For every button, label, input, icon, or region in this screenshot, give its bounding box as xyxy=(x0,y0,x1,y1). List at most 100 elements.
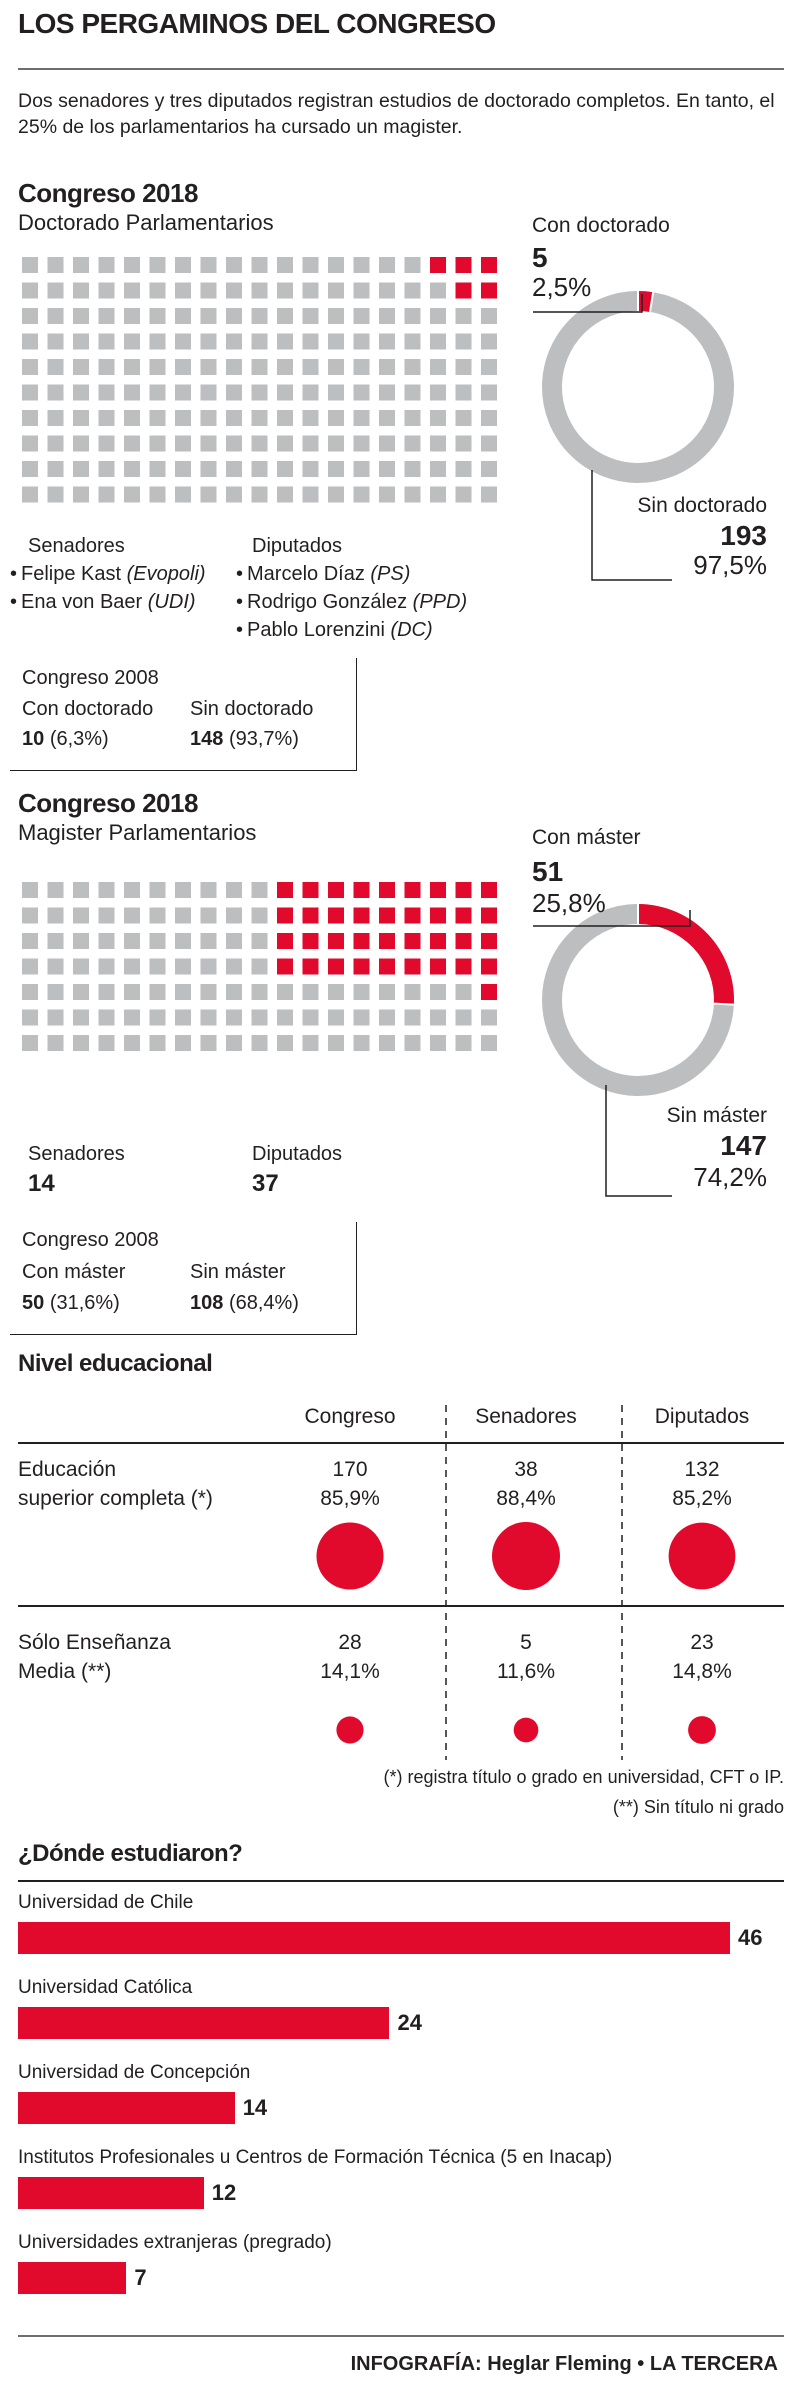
magister-waffle-cell xyxy=(73,882,89,898)
magister-waffle-cell xyxy=(200,933,217,949)
doctorado-waffle-cell xyxy=(98,308,115,324)
doctorado-waffle-cell xyxy=(226,257,242,273)
doctorado-waffle-cell xyxy=(22,282,38,299)
magister-2008-yes-label: Con máster xyxy=(22,1261,126,1283)
doctorado-waffle-cell xyxy=(47,257,64,273)
magister-waffle-highlight-cell xyxy=(328,933,344,949)
doctorado-waffle-cell xyxy=(430,333,446,350)
magister-yes-label: Con máster xyxy=(532,826,641,849)
magister-waffle-cell xyxy=(226,1009,242,1026)
doctorado-waffle-cell xyxy=(22,257,38,273)
nivel-r2-c1-pct: 14,1% xyxy=(320,1660,380,1683)
magister-waffle-cell xyxy=(175,1035,191,1051)
bar-category-label: Universidades extranjeras (pregrado) xyxy=(18,2232,332,2253)
doctorado-waffle-cell xyxy=(277,333,293,350)
doctorado-waffle-cell xyxy=(175,461,191,477)
nivel-r2-c2-pct: 11,6% xyxy=(497,1660,555,1683)
magister-waffle-highlight-cell xyxy=(353,933,370,949)
magister-waffle-cell xyxy=(226,1035,242,1051)
doctorado-waffle-cell xyxy=(302,486,319,503)
doctorado-waffle-cell xyxy=(124,359,140,375)
magister-waffle-cell xyxy=(226,907,242,924)
magister-waffle-highlight-cell xyxy=(455,907,472,924)
magister-senadores-count: 14 xyxy=(28,1170,55,1197)
doctorado-waffle-cell xyxy=(98,359,115,375)
doctorado-waffle-cell xyxy=(73,333,89,350)
magister-2008-no-label: Sin máster xyxy=(190,1261,286,1283)
doctorado-waffle-highlight-cell xyxy=(455,257,472,273)
doctorado-donut-no-slice xyxy=(542,291,734,483)
doctorado-waffle-cell xyxy=(353,486,370,503)
magister-waffle-cell xyxy=(98,882,115,898)
intro-text: Dos senadores y tres diputados registran… xyxy=(18,90,775,138)
nivel-col-congreso: Congreso xyxy=(304,1405,396,1428)
doctorado-2008-title: Congreso 2008 xyxy=(22,667,159,689)
pct: (93,7%) xyxy=(228,728,299,750)
doctorado-waffle-cell xyxy=(226,486,242,503)
doctorado-waffle-cell xyxy=(251,308,268,324)
doctorado-waffle-cell xyxy=(302,359,319,375)
magister-waffle-cell xyxy=(175,1009,191,1026)
magister-waffle-cell xyxy=(73,933,89,949)
doctorado-waffle-cell xyxy=(404,435,421,452)
doctorado-waffle-cell xyxy=(277,282,293,299)
doctorado-waffle-cell xyxy=(302,461,319,477)
doctorado-waffle-cell xyxy=(404,257,421,273)
doctorado-waffle-cell xyxy=(302,282,319,299)
magister-waffle-highlight-cell xyxy=(379,933,395,949)
bar-value-label: 7 xyxy=(134,2265,147,2290)
diputado-party: (PS) xyxy=(370,563,411,585)
magister-waffle-cell xyxy=(226,933,242,949)
doctorado-waffle-cell xyxy=(226,359,242,375)
magister-waffle-highlight-cell xyxy=(302,933,319,949)
doctorado-waffle-cell xyxy=(175,486,191,503)
magister-waffle-cell xyxy=(22,958,38,975)
magister-waffle-cell xyxy=(251,933,268,949)
senador-name: Felipe Kast xyxy=(21,563,127,585)
magister-waffle-cell xyxy=(22,907,38,924)
doctorado-waffle-cell xyxy=(277,486,293,503)
doctorado-waffle-cell xyxy=(455,333,472,350)
doctorado-waffle-cell xyxy=(251,461,268,477)
nivel-header-rule xyxy=(18,1442,784,1444)
magister-waffle-cell xyxy=(47,882,64,898)
magister-waffle-cell xyxy=(277,1009,293,1026)
bar xyxy=(18,2177,204,2209)
magister-waffle-highlight-cell xyxy=(328,882,344,898)
doctorado-waffle-cell xyxy=(277,461,293,477)
pct: (6,3%) xyxy=(49,728,109,750)
doctorado-waffle-cell xyxy=(379,308,395,324)
magister-waffle-highlight-cell xyxy=(379,882,395,898)
magister-2008-box xyxy=(10,1222,357,1335)
magister-waffle-cell xyxy=(47,907,64,924)
doctorado-waffle-cell xyxy=(481,333,497,350)
magister-waffle-highlight-cell xyxy=(404,882,421,898)
nivel-row-rule xyxy=(18,1605,784,1607)
header-rule xyxy=(18,68,784,70)
magister-waffle-cell xyxy=(124,958,140,975)
magister-waffle-cell xyxy=(226,958,242,975)
doctorado-waffle-cell xyxy=(22,486,38,503)
magister-waffle-cell xyxy=(47,933,64,949)
magister-waffle-highlight-cell xyxy=(353,907,370,924)
magister-waffle-cell xyxy=(251,882,268,898)
nivel-circle xyxy=(513,1717,539,1743)
magister-waffle-cell xyxy=(200,1035,217,1051)
magister-waffle-highlight-cell xyxy=(328,958,344,975)
diputado-doctorado-2: Rodrigo González (PPD) xyxy=(236,591,467,614)
magister-waffle-highlight-cell xyxy=(404,933,421,949)
doctorado-waffle-cell xyxy=(149,384,166,401)
magister-waffle-cell xyxy=(22,882,38,898)
magister-waffle-highlight-cell xyxy=(277,882,293,898)
doctorado-waffle-cell xyxy=(379,435,395,452)
doctorado-waffle-cell xyxy=(175,282,191,299)
bar xyxy=(18,2262,127,2294)
magister-waffle-cell xyxy=(200,984,217,1000)
doctorado-waffle-cell xyxy=(277,384,293,401)
doctorado-donut-separator xyxy=(649,292,655,313)
doctorado-waffle-cell xyxy=(430,461,446,477)
magister-waffle-cell xyxy=(430,984,446,1000)
doctorado-waffle-cell xyxy=(175,359,191,375)
magister-waffle-cell xyxy=(455,1009,472,1026)
doctorado-waffle-cell xyxy=(149,282,166,299)
